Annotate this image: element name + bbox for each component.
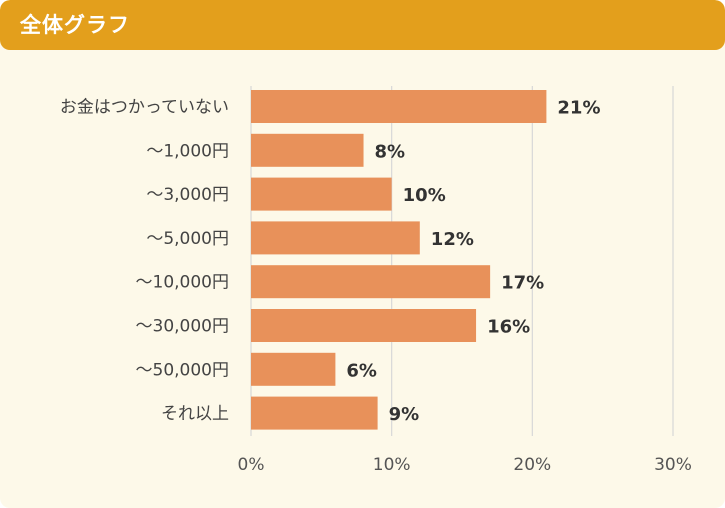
category-label: ～1,000円: [146, 141, 229, 161]
category-label: ～10,000円: [136, 273, 229, 293]
category-label: ～50,000円: [136, 360, 229, 380]
x-tick-label: 30%: [654, 455, 692, 475]
x-tick-label: 20%: [513, 455, 551, 475]
data-label: 10%: [403, 185, 446, 206]
bar: [251, 221, 420, 255]
bar: [251, 352, 336, 386]
bar: [251, 133, 364, 167]
bar: [251, 90, 547, 123]
data-label: 17%: [501, 273, 544, 294]
category-label: ～3,000円: [146, 185, 229, 205]
data-label: 16%: [487, 317, 530, 338]
x-tick-label: 10%: [373, 455, 411, 475]
data-label: 21%: [557, 98, 600, 119]
data-label: 12%: [431, 229, 474, 250]
data-label: 8%: [375, 141, 406, 162]
chart-title: 全体グラフ: [20, 13, 130, 37]
header-bar: 全体グラフ: [0, 0, 725, 50]
data-label: 6%: [346, 360, 377, 381]
bar: [251, 309, 477, 342]
category-label: ～5,000円: [146, 229, 229, 249]
bar: [251, 265, 491, 299]
category-label: お金はつかっていない: [60, 98, 229, 118]
x-tick-label: 0%: [238, 455, 265, 475]
category-label: それ以上: [161, 404, 229, 424]
data-label: 9%: [389, 404, 420, 425]
category-label: ～30,000円: [136, 317, 229, 337]
bar: [251, 177, 392, 211]
bar: [251, 396, 378, 430]
